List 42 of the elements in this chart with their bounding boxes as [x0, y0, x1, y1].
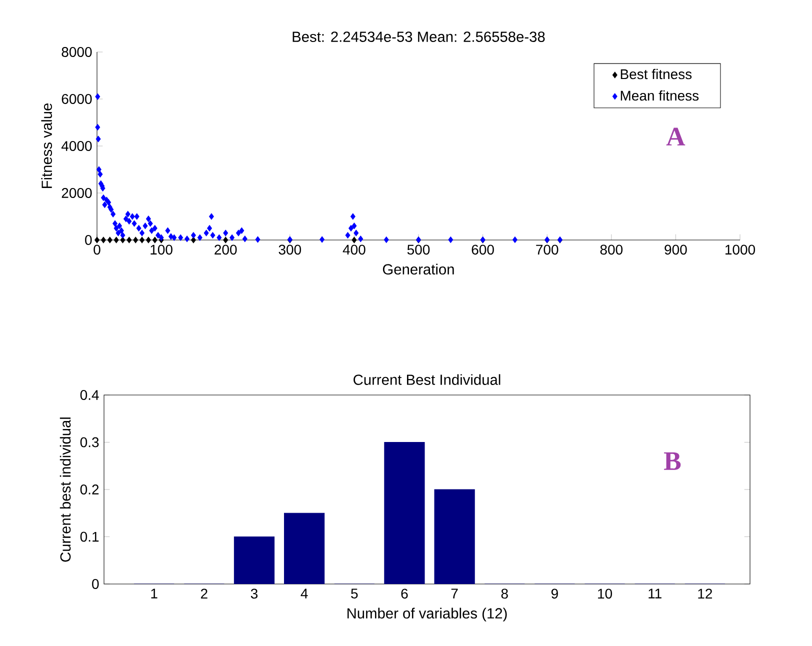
- x-tick-label: 6: [401, 588, 408, 599]
- annotation: A: [666, 128, 686, 146]
- x-tick-label: 100: [150, 244, 172, 255]
- x-tick-label: 12: [698, 588, 712, 598]
- x-axis-title: Generation: [382, 264, 454, 275]
- x-tick-label: 900: [664, 244, 687, 255]
- y-tick-label: 8000: [62, 47, 92, 57]
- x-tick-label: 5: [351, 588, 358, 598]
- x-tick-label: 1000: [726, 244, 756, 255]
- x-tick-label: 8: [501, 588, 508, 599]
- x-tick-label: 200: [214, 244, 237, 255]
- y-tick-label: 0.3: [80, 437, 99, 448]
- x-tick-label: 600: [472, 244, 494, 255]
- y-axis-title: Current best individual: [60, 418, 71, 562]
- x-tick-label: 9: [551, 588, 558, 599]
- x-tick-label: 400: [342, 244, 366, 255]
- y-tick-label: 0.2: [80, 484, 99, 494]
- y-tick-label: 2000: [62, 188, 92, 198]
- x-tick-label: 1: [151, 588, 158, 598]
- x-tick-label: 500: [407, 244, 430, 255]
- chart-title: Best: 2.24534e-53 Mean: 2.56558e-38: [292, 32, 545, 42]
- legend-label: Best fitness: [620, 68, 692, 80]
- x-tick-label: 4: [300, 588, 308, 598]
- x-tick-label: 700: [536, 244, 558, 255]
- x-tick-label: 2: [200, 588, 208, 598]
- x-tick-label: 11: [648, 588, 662, 598]
- y-tick-label: 6000: [62, 94, 92, 104]
- y-tick-label: 0: [85, 235, 92, 245]
- y-tick-label: 0: [92, 579, 99, 589]
- x-tick-label: 3: [250, 588, 258, 599]
- y-tick-label: 0.1: [80, 532, 99, 542]
- y-tick-label: 4000: [61, 141, 92, 151]
- y-tick-label: 0.4: [80, 390, 99, 400]
- x-tick-label: 7: [451, 588, 458, 598]
- annotation: B: [664, 452, 681, 470]
- x-tick-label: 800: [600, 244, 623, 255]
- x-axis-title: Number of variables (12): [348, 608, 507, 622]
- chart-title: Current Best Individual: [354, 374, 500, 385]
- x-tick-label: 300: [278, 244, 302, 255]
- y-axis-title: Fitness value: [41, 103, 52, 188]
- x-tick-label: 10: [598, 588, 612, 599]
- legend-label: Mean fitness: [620, 90, 699, 101]
